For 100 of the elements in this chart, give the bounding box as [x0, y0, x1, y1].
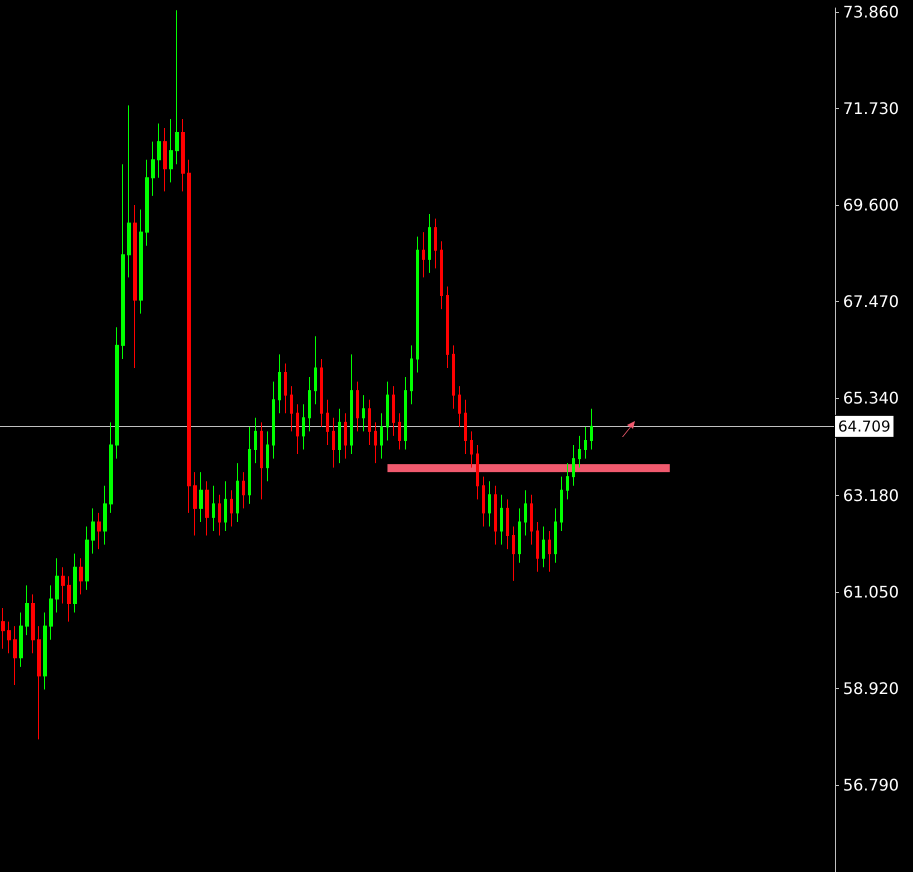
candlestick [97, 512, 101, 550]
candlestick [530, 494, 533, 546]
candlestick [464, 399, 467, 455]
candlestick [181, 118, 185, 192]
candlestick [500, 494, 503, 546]
y-tick-label: 67.470 [843, 292, 899, 311]
candlestick [506, 498, 509, 550]
candlestick [133, 204, 137, 368]
y-tick-label: 63.180 [843, 486, 899, 506]
candlestick [578, 435, 581, 468]
candlestick [428, 214, 431, 274]
candlestick [7, 621, 11, 654]
candlestick [49, 584, 53, 640]
candlestick [127, 104, 131, 278]
candlestick [536, 521, 539, 572]
candlestick [67, 576, 71, 622]
candlestick [272, 381, 275, 460]
candlestick [248, 426, 251, 504]
y-tick-label: 56.790 [843, 776, 899, 795]
candlestick [151, 141, 155, 196]
candlestick [193, 472, 197, 536]
candlestick [43, 612, 47, 690]
candlestick [1, 608, 5, 650]
candlestick [434, 218, 437, 269]
candlestick [284, 362, 287, 414]
candlestick [422, 232, 425, 278]
candlestick [380, 412, 383, 460]
candlestick [560, 476, 563, 532]
candlestick [572, 444, 575, 486]
candlestick [548, 530, 551, 572]
candlestick [362, 394, 365, 432]
candlestick [13, 626, 17, 686]
candlestick [410, 344, 413, 405]
candlestick [368, 399, 371, 446]
candlestick [175, 10, 179, 165]
candlestick [452, 344, 455, 410]
candlestick [344, 412, 347, 460]
candlestick [199, 472, 203, 522]
candlestick [416, 236, 419, 374]
candlestick [73, 553, 77, 614]
candlestick [31, 594, 35, 654]
candlestick [157, 122, 161, 178]
y-tick-label: 58.920 [843, 679, 899, 698]
candlestick [458, 386, 461, 428]
candlestick [590, 408, 593, 450]
candlestick [121, 164, 125, 360]
candlestick [163, 128, 167, 192]
candlestick [554, 508, 557, 564]
candlestick [398, 412, 401, 450]
candlestick [308, 376, 311, 432]
candlestick [476, 444, 479, 500]
candlestick [103, 485, 107, 546]
candlestick [79, 558, 83, 595]
candlestick [187, 159, 191, 514]
candlestick [512, 526, 515, 582]
candlestick [482, 476, 485, 527]
candlestick [494, 485, 497, 546]
candlestick [278, 354, 281, 414]
candlestick [55, 558, 59, 614]
candlestick [356, 381, 359, 432]
candlestick [85, 526, 89, 590]
candlestick [115, 326, 119, 460]
candlestick [302, 404, 305, 450]
y-tick-label: 61.050 [843, 582, 899, 602]
y-tick-label: 71.730 [843, 99, 899, 118]
candlestick [350, 354, 353, 455]
candlestick [290, 386, 293, 432]
y-tick-label: 73.860 [843, 2, 899, 22]
candlestick [205, 480, 209, 536]
candlestick [524, 490, 527, 536]
candlestick [19, 612, 23, 668]
candlestick [518, 508, 521, 564]
ref-line-label: 64.709 [838, 417, 890, 436]
candlestick [374, 422, 377, 464]
candlestick [242, 472, 245, 509]
candlestick [266, 430, 269, 482]
candlestick [314, 336, 317, 405]
candlestick [224, 480, 227, 532]
candlestick [25, 584, 29, 636]
y-tick-label: 69.600 [843, 195, 899, 214]
candlestick [446, 286, 449, 368]
candlestick [584, 426, 587, 460]
candlestick [109, 422, 113, 514]
candlestick [488, 480, 491, 527]
candlestick [320, 358, 323, 428]
candlestick [230, 490, 233, 527]
candlestick [169, 118, 173, 183]
candlestick [326, 399, 329, 446]
candlestick [542, 526, 545, 568]
candlestick [260, 422, 263, 500]
candlestick [404, 376, 407, 450]
candlestick [139, 209, 143, 314]
candlestick [296, 404, 299, 455]
candlestick [338, 408, 341, 464]
y-tick-label: 65.340 [843, 388, 899, 408]
candlestick [145, 159, 149, 246]
candlestick [91, 508, 95, 554]
candlestick [386, 381, 389, 441]
candlestick [470, 430, 473, 468]
candlestick [254, 417, 257, 464]
